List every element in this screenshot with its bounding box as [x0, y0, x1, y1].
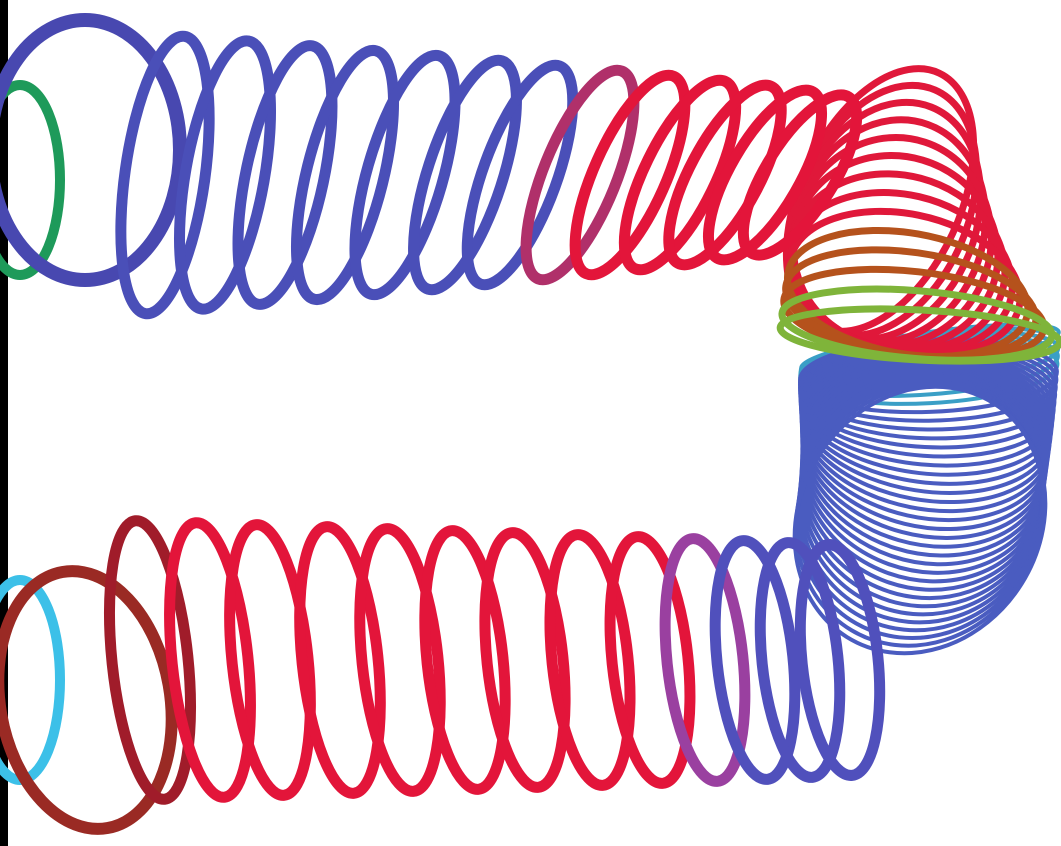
- coil: [408, 54, 522, 296]
- coil: [290, 44, 400, 306]
- coil: [461, 59, 579, 291]
- coil: [618, 74, 742, 276]
- coil: [709, 535, 801, 785]
- coil: [103, 515, 197, 805]
- coil: [776, 305, 1061, 365]
- coil: [794, 539, 886, 781]
- coil: [754, 537, 846, 783]
- coil: [0, 565, 178, 835]
- coil: [0, 80, 65, 280]
- left-edge: [0, 0, 8, 846]
- coil: [115, 30, 215, 320]
- coil: [354, 523, 446, 797]
- coil: [164, 517, 256, 803]
- coil: [569, 69, 691, 281]
- coil: [702, 84, 828, 266]
- coil: [604, 531, 696, 789]
- coil: [520, 64, 640, 286]
- coil: [419, 525, 511, 795]
- coil: [173, 35, 277, 315]
- coil: [479, 527, 571, 793]
- coil: [0, 13, 187, 287]
- coil: [544, 529, 636, 791]
- coil: [232, 40, 338, 310]
- coil: [294, 521, 386, 799]
- coil: [659, 533, 751, 787]
- coil: [224, 519, 316, 801]
- coil: [792, 384, 1048, 656]
- coil: [349, 49, 461, 301]
- coil: [737, 89, 863, 261]
